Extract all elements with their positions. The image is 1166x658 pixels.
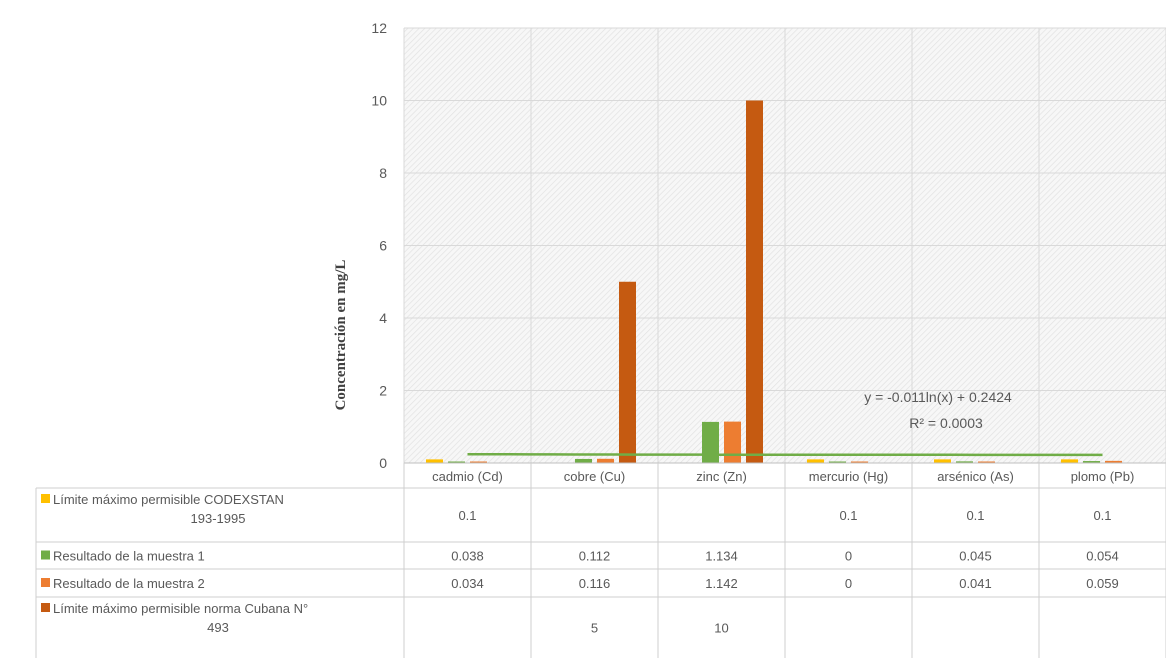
table-cell-value: 0.054 <box>1086 549 1119 564</box>
bar <box>1105 460 1122 463</box>
x-tick-label: arsénico (As) <box>937 469 1014 484</box>
y-tick-label: 0 <box>379 455 387 471</box>
bar <box>702 421 719 463</box>
table-cell-value: 0.041 <box>959 576 992 591</box>
trendline-equation: y = -0.011ln(x) + 0.2424 <box>864 389 1012 405</box>
legend-label: Límite máximo permisible CODEXSTAN <box>53 492 284 507</box>
table-cell-value: 0.034 <box>451 576 484 591</box>
table-cell-value: 1.142 <box>705 576 738 591</box>
legend-key <box>41 578 50 587</box>
bar <box>934 459 951 463</box>
bar <box>448 461 465 463</box>
table-cell-value: 0.116 <box>579 576 611 591</box>
table-cell-value: 1.134 <box>705 549 738 564</box>
table-cell-value: 0.038 <box>451 549 484 564</box>
table-cell-value: 0 <box>845 549 852 564</box>
x-tick-label: cadmio (Cd) <box>432 469 503 484</box>
bar <box>978 461 995 463</box>
x-tick-label: zinc (Zn) <box>696 469 747 484</box>
legend-label: 193-1995 <box>191 511 246 526</box>
trendline-r2: R² = 0.0003 <box>909 415 983 431</box>
bar <box>829 461 846 463</box>
bar <box>1061 459 1078 463</box>
table-cell-value: 0 <box>845 576 852 591</box>
table-cell-value: 0.059 <box>1086 576 1119 591</box>
bar <box>597 458 614 463</box>
legend-key <box>41 550 50 560</box>
y-tick-label: 8 <box>379 165 387 181</box>
table-cell-value: 0.1 <box>839 508 857 523</box>
y-tick-label: 10 <box>371 93 387 109</box>
bar <box>619 281 636 463</box>
y-tick-label: 6 <box>379 238 387 254</box>
y-tick-label: 2 <box>379 383 387 399</box>
bar <box>426 459 443 463</box>
bar <box>470 461 487 463</box>
table-cell-value: 0.112 <box>579 549 611 564</box>
y-tick-label: 12 <box>371 20 387 36</box>
x-tick-label: plomo (Pb) <box>1071 469 1135 484</box>
bar <box>724 421 741 463</box>
y-tick-label: 4 <box>379 310 387 326</box>
bar <box>956 461 973 463</box>
y-axis-title: Concentración en mg/L <box>333 260 349 411</box>
table-cell-value: 0.045 <box>959 549 992 564</box>
legend-label: 493 <box>207 620 229 635</box>
legend-label: Resultado de la muestra 1 <box>53 549 205 564</box>
legend-label: Límite máximo permisible norma Cubana N° <box>53 601 308 616</box>
legend-label: Resultado de la muestra 2 <box>53 576 205 591</box>
bar <box>807 459 824 463</box>
x-tick-label: cobre (Cu) <box>564 469 625 484</box>
bar <box>1083 461 1100 463</box>
table-cell-value: 0.1 <box>458 508 476 523</box>
legend-key <box>41 603 50 612</box>
table-cell-value: 0.1 <box>966 508 984 523</box>
table-cell-value: 5 <box>591 621 598 636</box>
table-cell-value: 10 <box>714 621 728 636</box>
bar <box>851 461 868 463</box>
trendline <box>467 452 1103 457</box>
x-tick-label: mercurio (Hg) <box>809 469 888 484</box>
legend-key <box>41 494 50 503</box>
bar <box>746 100 763 463</box>
table-cell-value: 0.1 <box>1093 508 1111 523</box>
bar <box>575 458 592 463</box>
